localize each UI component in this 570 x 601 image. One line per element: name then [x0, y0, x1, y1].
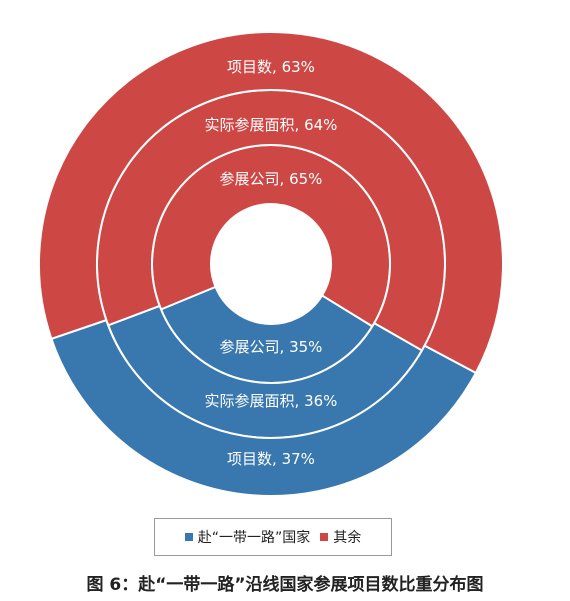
legend-swatch-blue: [184, 533, 193, 541]
ring-area-label-belt-road: 实际参展面积, 36%: [205, 392, 338, 410]
ring-company-label-others: 参展公司, 65%: [220, 170, 323, 188]
legend-item-belt-road: 赴“一带一路”国家: [184, 527, 311, 547]
figure-caption: 图 6：赴“一带一路”沿线国家参展项目数比重分布图: [86, 575, 484, 595]
legend-label-others: 其余: [333, 530, 362, 546]
ring-project-label-others: 项目数, 63%: [227, 58, 315, 76]
ring-project-segment-belt-road: [50, 318, 478, 497]
legend-swatch-red: [320, 533, 329, 541]
legend-item-others: 其余: [320, 527, 361, 547]
ring-project-label-belt-road: 项目数, 37%: [227, 450, 315, 468]
nested-donut-chart: 参展公司, 35% 参展公司, 65% 实际参展面积, 36% 实际参展面积, 64%…: [38, 31, 504, 497]
ring-company-label-belt-road: 参展公司, 35%: [220, 338, 323, 356]
legend: 赴“一带一路”国家 其余: [154, 518, 392, 556]
ring-project-segment-others: [38, 31, 504, 375]
ring-area-label-others: 实际参展面积, 64%: [205, 116, 338, 134]
legend-label-belt-road: 赴“一带一路”国家: [197, 530, 311, 546]
